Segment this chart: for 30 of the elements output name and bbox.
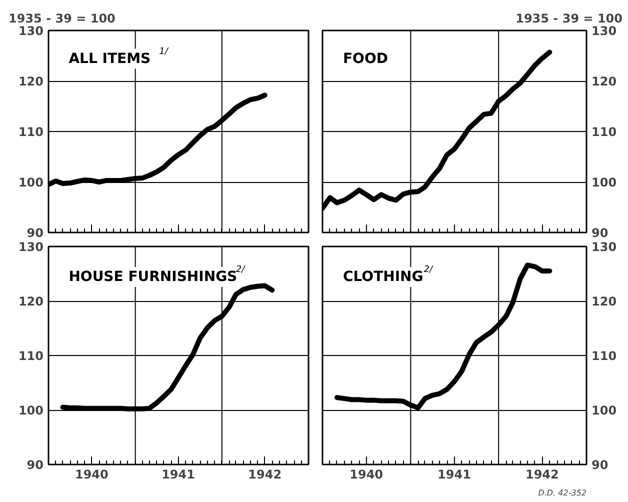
y-tick-label: 90	[26, 226, 44, 240]
x-tick-label: 1941	[438, 468, 471, 482]
y-tick-label: 120	[18, 74, 44, 88]
y-tick-label: 120	[592, 74, 617, 88]
y-axis-title: 1935 - 39 = 100	[8, 12, 116, 26]
x-tick-label: 1941	[162, 468, 195, 482]
text: D.D. 42-352	[538, 488, 587, 498]
y-tick-label: 110	[592, 349, 617, 363]
y-tick-label: 90	[26, 458, 44, 472]
text: FOOD	[342, 50, 388, 67]
y-tick-label: 100	[592, 404, 617, 418]
y-tick-label: 100	[592, 176, 617, 190]
y-tick-label: 130	[592, 24, 617, 38]
y-tick-label: 130	[18, 240, 44, 254]
y-tick-label: 110	[18, 349, 44, 363]
y-axis-title: 1935 - 39 = 100	[516, 12, 623, 26]
x-tick-label: 1940	[74, 468, 108, 482]
y-tick-label: 130	[592, 240, 617, 254]
x-tick-label: 1942	[525, 468, 559, 482]
y-tick-label: 130	[18, 24, 44, 38]
y-tick-label: 100	[18, 176, 44, 190]
x-tick-label: 1942	[248, 468, 282, 482]
y-tick-label: 90	[592, 458, 608, 472]
y-tick-label: 90	[592, 226, 608, 240]
y-tick-label: 120	[18, 294, 44, 308]
x-tick-label: 1940	[350, 468, 384, 482]
y-tick-label: 110	[18, 125, 44, 139]
y-tick-label: 100	[18, 404, 44, 418]
y-tick-label: 120	[592, 294, 617, 308]
y-tick-label: 110	[592, 125, 617, 139]
